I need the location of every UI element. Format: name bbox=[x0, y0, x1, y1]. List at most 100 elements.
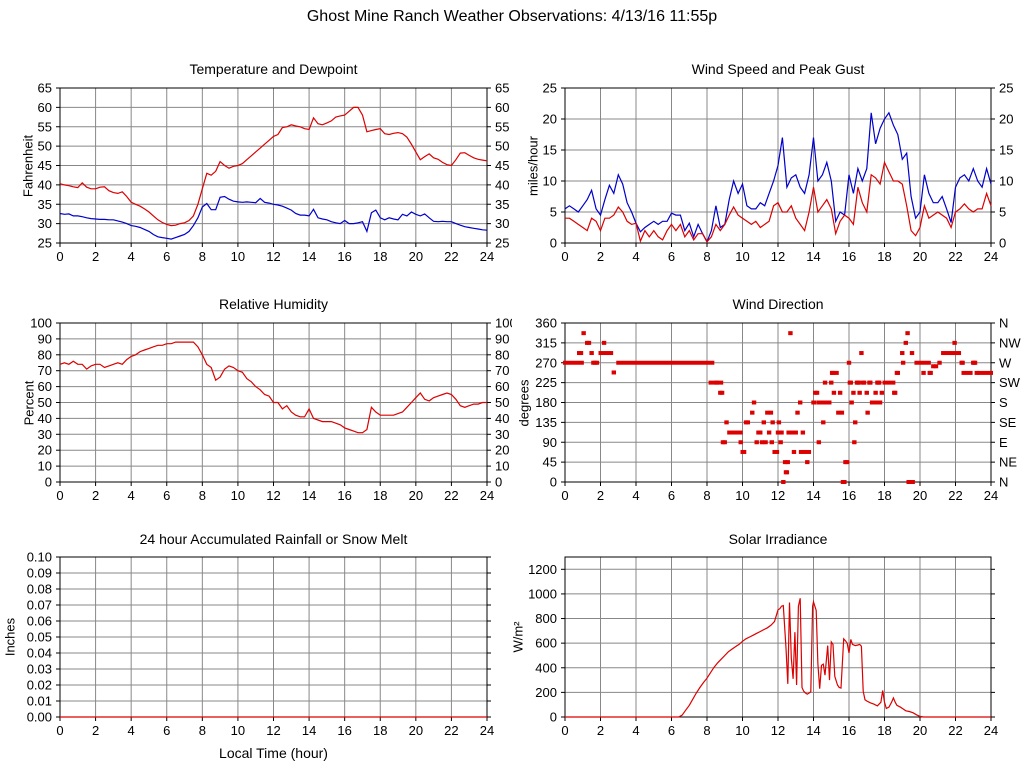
chart-title: Temperature and Dewpoint bbox=[189, 61, 358, 77]
svg-text:45: 45 bbox=[495, 158, 509, 173]
svg-text:55: 55 bbox=[495, 119, 509, 134]
svg-text:24: 24 bbox=[984, 249, 998, 264]
svg-text:6: 6 bbox=[163, 488, 170, 503]
svg-text:0: 0 bbox=[999, 236, 1006, 251]
svg-text:22: 22 bbox=[444, 249, 458, 264]
svg-text:12: 12 bbox=[771, 723, 785, 738]
svg-text:80: 80 bbox=[495, 347, 509, 362]
svg-text:1200: 1200 bbox=[528, 562, 557, 577]
svg-text:55: 55 bbox=[38, 119, 52, 134]
svg-text:90: 90 bbox=[38, 331, 52, 346]
svg-text:24: 24 bbox=[480, 249, 494, 264]
svg-text:0: 0 bbox=[561, 723, 568, 738]
svg-text:8: 8 bbox=[199, 488, 206, 503]
svg-text:30: 30 bbox=[38, 216, 52, 231]
svg-text:16: 16 bbox=[842, 488, 856, 503]
svg-text:400: 400 bbox=[535, 660, 557, 675]
svg-text:40: 40 bbox=[495, 411, 509, 426]
svg-text:1000: 1000 bbox=[528, 586, 557, 601]
svg-text:30: 30 bbox=[495, 427, 509, 442]
svg-text:4: 4 bbox=[128, 723, 135, 738]
svg-text:S: S bbox=[999, 395, 1008, 410]
svg-text:60: 60 bbox=[495, 100, 509, 115]
chart-title: 24 hour Accumulated Rainfall or Snow Mel… bbox=[139, 531, 408, 547]
svg-text:0: 0 bbox=[550, 236, 557, 251]
svg-text:22: 22 bbox=[948, 488, 962, 503]
rainfall-chart: 24 hour Accumulated Rainfall or Snow Mel… bbox=[0, 525, 512, 765]
svg-text:10: 10 bbox=[231, 249, 245, 264]
svg-text:800: 800 bbox=[535, 611, 557, 626]
svg-text:16: 16 bbox=[337, 723, 351, 738]
svg-text:0.09: 0.09 bbox=[27, 566, 52, 581]
svg-text:4: 4 bbox=[632, 488, 639, 503]
svg-text:14: 14 bbox=[806, 488, 820, 503]
x-axis-label: Local Time (hour) bbox=[219, 745, 328, 761]
svg-text:100: 100 bbox=[30, 316, 52, 331]
svg-text:0.08: 0.08 bbox=[27, 582, 52, 597]
svg-text:200: 200 bbox=[535, 685, 557, 700]
svg-text:10: 10 bbox=[735, 488, 749, 503]
svg-text:5: 5 bbox=[550, 205, 557, 220]
svg-text:20: 20 bbox=[495, 443, 509, 458]
svg-text:0.03: 0.03 bbox=[27, 662, 52, 677]
svg-text:0: 0 bbox=[56, 249, 63, 264]
svg-text:NW: NW bbox=[999, 335, 1021, 350]
svg-text:2: 2 bbox=[597, 723, 604, 738]
svg-text:10: 10 bbox=[38, 459, 52, 474]
svg-text:50: 50 bbox=[495, 395, 509, 410]
svg-text:25: 25 bbox=[38, 236, 52, 251]
svg-text:16: 16 bbox=[337, 249, 351, 264]
svg-text:20: 20 bbox=[999, 112, 1013, 127]
svg-text:0: 0 bbox=[561, 488, 568, 503]
svg-text:45: 45 bbox=[38, 158, 52, 173]
chart-title: Relative Humidity bbox=[219, 296, 328, 312]
svg-text:0.10: 0.10 bbox=[27, 550, 52, 565]
svg-text:80: 80 bbox=[38, 347, 52, 362]
svg-text:12: 12 bbox=[266, 249, 280, 264]
svg-text:14: 14 bbox=[302, 723, 316, 738]
svg-text:0: 0 bbox=[56, 723, 63, 738]
svg-text:50: 50 bbox=[38, 395, 52, 410]
svg-text:22: 22 bbox=[444, 723, 458, 738]
svg-text:15: 15 bbox=[999, 143, 1013, 158]
svg-text:2: 2 bbox=[597, 488, 604, 503]
svg-text:14: 14 bbox=[302, 249, 316, 264]
svg-text:18: 18 bbox=[373, 488, 387, 503]
svg-text:20: 20 bbox=[543, 112, 557, 127]
svg-text:4: 4 bbox=[128, 249, 135, 264]
svg-text:8: 8 bbox=[703, 488, 710, 503]
svg-text:4: 4 bbox=[632, 723, 639, 738]
svg-text:90: 90 bbox=[495, 331, 509, 346]
svg-text:6: 6 bbox=[668, 249, 675, 264]
svg-text:12: 12 bbox=[266, 488, 280, 503]
svg-text:0: 0 bbox=[550, 475, 557, 490]
svg-text:16: 16 bbox=[842, 249, 856, 264]
svg-text:0: 0 bbox=[561, 249, 568, 264]
svg-text:65: 65 bbox=[38, 81, 52, 96]
svg-text:6: 6 bbox=[163, 249, 170, 264]
svg-text:22: 22 bbox=[948, 723, 962, 738]
svg-text:20: 20 bbox=[409, 723, 423, 738]
svg-text:16: 16 bbox=[842, 723, 856, 738]
svg-text:0.01: 0.01 bbox=[27, 694, 52, 709]
svg-text:0.07: 0.07 bbox=[27, 598, 52, 613]
svg-text:40: 40 bbox=[38, 177, 52, 192]
svg-text:20: 20 bbox=[913, 723, 927, 738]
svg-text:0.05: 0.05 bbox=[27, 630, 52, 645]
svg-text:12: 12 bbox=[771, 488, 785, 503]
rainfall-plot: 0 2 4 6 8 10 12 14 16 18 20 22 240.000.010.020.030.0… bbox=[27, 550, 495, 739]
svg-text:45: 45 bbox=[543, 455, 557, 470]
svg-text:0: 0 bbox=[495, 475, 502, 490]
svg-text:2: 2 bbox=[92, 723, 99, 738]
svg-text:18: 18 bbox=[877, 488, 891, 503]
page-title: Ghost Mine Ranch Weather Observations: 4… bbox=[306, 8, 718, 25]
svg-text:10: 10 bbox=[735, 249, 749, 264]
svg-text:70: 70 bbox=[495, 363, 509, 378]
svg-text:6: 6 bbox=[668, 723, 675, 738]
svg-text:8: 8 bbox=[703, 723, 710, 738]
svg-text:4: 4 bbox=[632, 249, 639, 264]
svg-text:2: 2 bbox=[92, 488, 99, 503]
